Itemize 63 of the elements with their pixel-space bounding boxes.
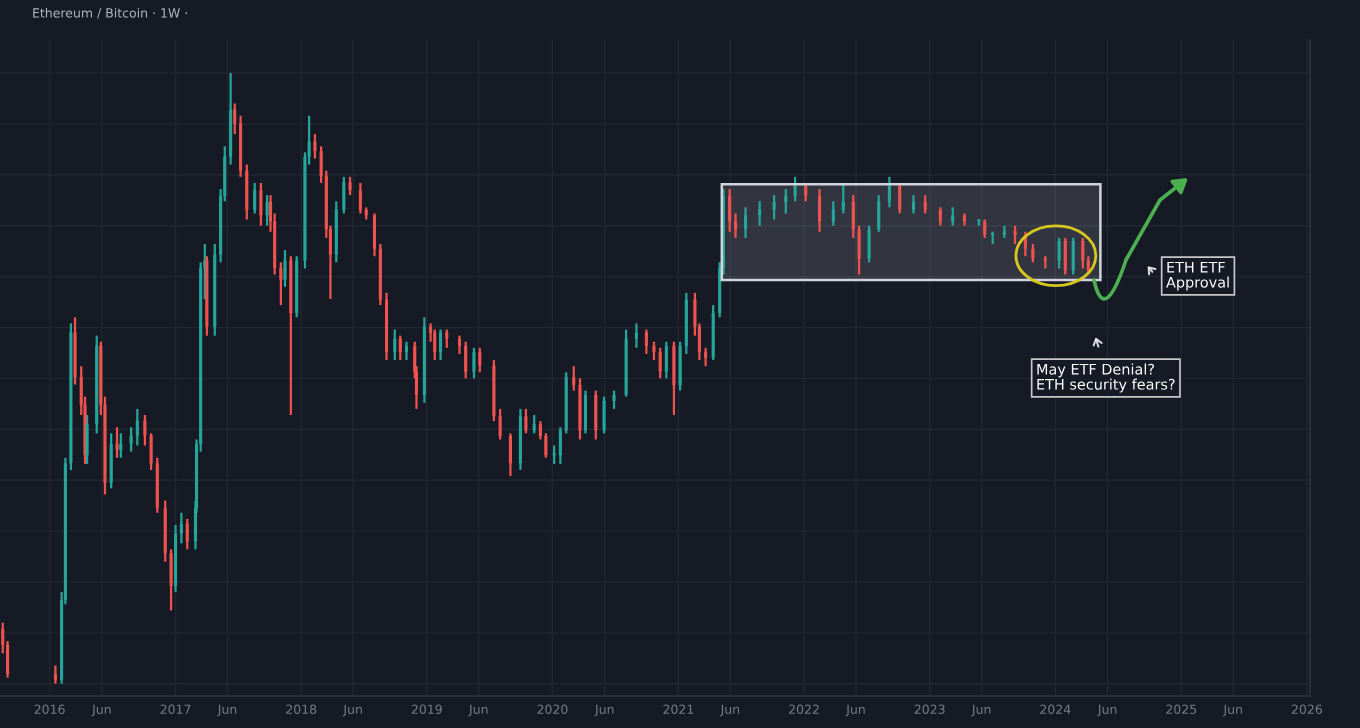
- candlestick: [358, 181, 362, 215]
- candlestick: [259, 181, 263, 227]
- candlestick: [923, 194, 927, 215]
- candlestick: [658, 346, 662, 380]
- candlestick: [53, 664, 57, 685]
- candlestick: [938, 206, 942, 227]
- candlestick: [841, 181, 845, 215]
- candlestick: [342, 175, 346, 215]
- candlestick: [644, 328, 648, 356]
- candlestick: [793, 175, 797, 203]
- candlestick: [348, 175, 352, 197]
- candlestick: [524, 407, 528, 435]
- candlestick: [464, 340, 468, 380]
- candlestick: [135, 407, 139, 447]
- candlestick: [1013, 224, 1017, 246]
- candlestick: [109, 432, 113, 490]
- candlestick: [1081, 236, 1085, 270]
- candlestick: [439, 328, 443, 362]
- candlestick: [743, 206, 748, 240]
- candlestick: [445, 328, 449, 349]
- candlestick: [831, 200, 835, 227]
- candlestick: [784, 187, 788, 215]
- candlestick: [185, 517, 189, 551]
- candlestick: [143, 413, 147, 447]
- candlestick: [313, 132, 317, 160]
- candlestick: [253, 181, 257, 215]
- candlestick: [1063, 236, 1067, 276]
- candlestick: [398, 334, 402, 362]
- candlestick: [634, 322, 638, 349]
- candlestick: [951, 206, 955, 227]
- candlestick: [283, 249, 287, 288]
- candlestick: [594, 389, 598, 441]
- candlestick: [602, 395, 606, 435]
- candlestick: [772, 194, 776, 221]
- candlestick: [877, 194, 881, 233]
- candlestick: [817, 187, 822, 233]
- candlestick: [393, 328, 397, 362]
- candlestick: [334, 200, 338, 264]
- candlestick: [518, 407, 522, 472]
- candlestick: [583, 389, 588, 435]
- candlestick: [911, 194, 916, 215]
- candlestick: [119, 432, 123, 459]
- candlestick: [728, 187, 732, 233]
- candlestick: [532, 413, 536, 435]
- candlestick: [1057, 236, 1061, 270]
- candlestick: [498, 407, 502, 441]
- candlestick: [867, 224, 871, 264]
- candlestick: [508, 432, 512, 478]
- candlestick: [664, 340, 668, 380]
- candlestick: [115, 426, 119, 459]
- candlestick: [672, 340, 676, 417]
- candlestick: [983, 218, 987, 240]
- candlestick: [492, 358, 496, 423]
- candlestick: [1031, 242, 1035, 264]
- candlestick: [887, 175, 891, 209]
- candlestick: [433, 328, 437, 362]
- candlestick: [478, 346, 482, 374]
- candlestick: [1071, 236, 1075, 276]
- candlestick: [265, 194, 269, 227]
- candlestick: [404, 340, 409, 362]
- candlestick: [612, 389, 616, 411]
- candlestick: [711, 303, 715, 362]
- candlestick: [472, 346, 476, 380]
